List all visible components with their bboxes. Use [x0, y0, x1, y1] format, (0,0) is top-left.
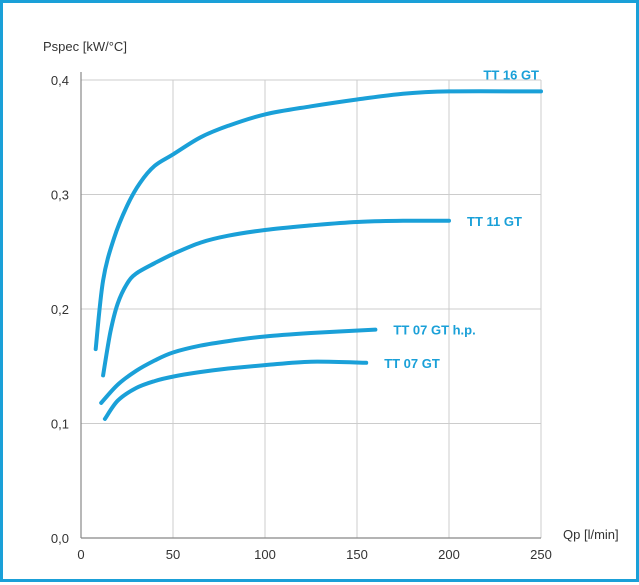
- series-lines: [93, 89, 543, 421]
- series-line-0: [93, 89, 543, 352]
- series-labels: TT 16 GT TT 11 GT TT 07 GT h.p. TT 07 GT: [384, 67, 539, 370]
- y-tick-label: 0,3: [51, 188, 69, 203]
- series-line-1: [101, 218, 451, 378]
- x-tick-label: 250: [530, 547, 552, 562]
- x-tick-label: 200: [438, 547, 460, 562]
- y-tick-label: 0,1: [51, 417, 69, 432]
- x-tick-label: 100: [254, 547, 276, 562]
- y-axis-title: Pspec [kW/°C]: [43, 39, 127, 54]
- series-line-2: [99, 327, 378, 405]
- y-tick-label: 0,2: [51, 302, 69, 317]
- series-label-1: TT 11 GT: [467, 214, 522, 229]
- series-label-0: TT 16 GT: [483, 67, 539, 82]
- grid-lines: [81, 79, 542, 538]
- x-tick-label: 0: [77, 547, 84, 562]
- axes: [80, 72, 541, 539]
- y-tick-label: 0,0: [51, 531, 69, 546]
- y-tick-label: 0,4: [51, 73, 69, 88]
- tick-labels: 0 50 100 150 200 250 0,0 0,1 0,2 0,3 0,4: [51, 73, 552, 562]
- series-label-3: TT 07 GT: [384, 356, 440, 371]
- series-line-3: [102, 359, 369, 421]
- series-label-2: TT 07 GT h.p.: [393, 323, 475, 338]
- x-axis-title: Qp [l/min]: [563, 527, 619, 542]
- x-tick-label: 150: [346, 547, 368, 562]
- x-tick-label: 50: [166, 547, 180, 562]
